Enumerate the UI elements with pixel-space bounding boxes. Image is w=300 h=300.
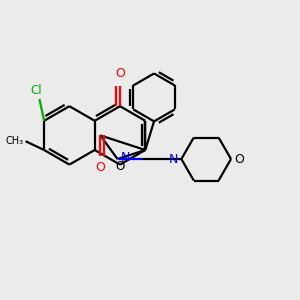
Text: N: N (120, 151, 130, 164)
Text: O: O (234, 152, 244, 166)
Text: O: O (95, 161, 105, 174)
Text: Cl: Cl (31, 84, 42, 97)
Text: CH₃: CH₃ (6, 136, 24, 146)
Text: N: N (169, 152, 178, 166)
Text: O: O (115, 68, 125, 80)
Text: O: O (116, 160, 124, 172)
